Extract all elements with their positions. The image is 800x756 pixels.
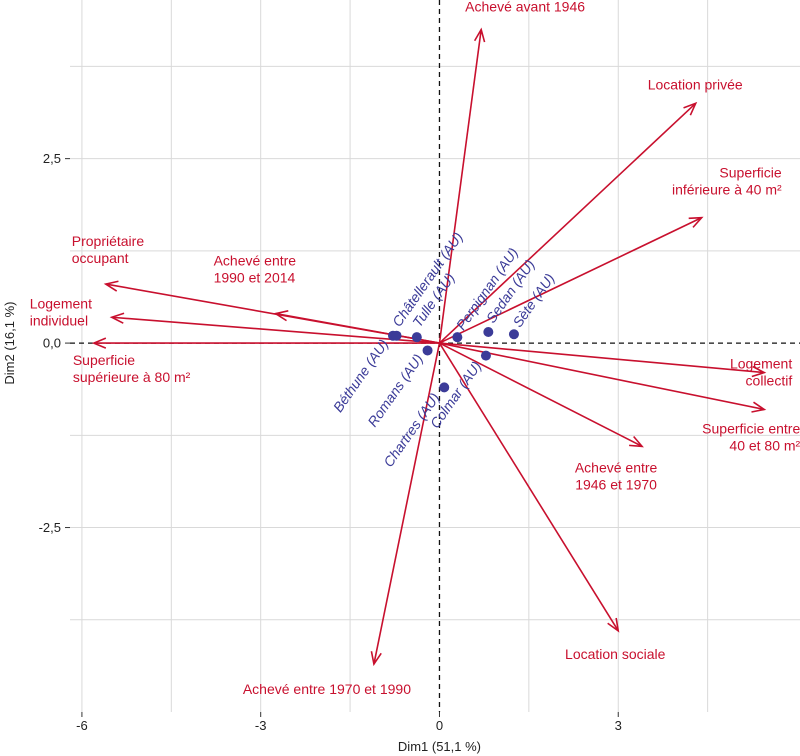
individual-points bbox=[387, 327, 519, 393]
axes: -6 -3 0 3 2,5 0,0 -2,5 bbox=[39, 151, 622, 733]
point-chatellerault-au bbox=[391, 330, 402, 341]
label-line: 1946 et 1970 bbox=[575, 476, 657, 492]
arrowhead-acheve-entre-1990-et-2014 bbox=[273, 309, 289, 322]
point-tulle-au bbox=[411, 332, 422, 343]
arrow-superficie-entre-40-et-80-m bbox=[439, 342, 765, 411]
label-acheve-entre-1990-et-2014: Achevé entre 1990 et 2014 bbox=[214, 253, 297, 286]
arrowhead-logement-collectif bbox=[751, 365, 767, 378]
x-tick-label: 3 bbox=[615, 718, 622, 733]
grid bbox=[70, 0, 800, 712]
x-tick-label: 0 bbox=[436, 718, 443, 733]
variable-arrows bbox=[91, 27, 767, 667]
arrow-acheve-entre-1946-et-1970 bbox=[439, 342, 643, 448]
label-acheve-entre-1946-et-1970: Achevé entre 1946 et 1970 bbox=[575, 459, 658, 492]
label-line: Superficie bbox=[719, 165, 781, 181]
label-line: Superficie entre bbox=[702, 420, 800, 436]
arrowhead-acheve-entre-1946-et-1970 bbox=[629, 435, 644, 448]
arrowhead-acheve-avant-1946 bbox=[473, 27, 486, 43]
label-location-privee: Location privée bbox=[648, 76, 743, 92]
arrow-location-sociale bbox=[438, 342, 619, 632]
arrowhead-superficie-entre-40-et-80-m bbox=[751, 401, 767, 413]
point-chartres-au bbox=[439, 382, 450, 393]
arrowhead-location-sociale bbox=[607, 617, 620, 633]
label-acheve-avant-1946: Achevé avant 1946 bbox=[465, 0, 585, 15]
label-line: Location privée bbox=[648, 76, 743, 92]
variable-labels: Achevé avant 1946 Location privée Superfic… bbox=[30, 0, 800, 697]
label-proprietaire-occupant: Propriétaire occupant bbox=[72, 233, 145, 266]
arrow-logement-individuel bbox=[111, 316, 440, 344]
label-line: collectif bbox=[746, 373, 793, 389]
label-superficie-entre-40-et-80-m: Superficie entre 40 et 80 m² bbox=[702, 420, 800, 453]
point-perpignan-au bbox=[452, 332, 463, 343]
label-location-sociale: Location sociale bbox=[565, 646, 666, 662]
label-logement-individuel: Logement individuel bbox=[30, 295, 92, 328]
label-line: Achevé avant 1946 bbox=[465, 0, 585, 15]
label-logement-collectif: Logement collectif bbox=[730, 356, 792, 389]
label-line: 1990 et 2014 bbox=[214, 270, 296, 286]
arrowhead-superficie-inferieure-a-40-m bbox=[688, 216, 704, 228]
label-line: Achevé entre bbox=[575, 459, 658, 475]
arrow-location-privee bbox=[438, 102, 697, 344]
label-line: inférieure à 40 m² bbox=[672, 182, 782, 198]
label-line: individuel bbox=[30, 312, 88, 328]
label-line: occupant bbox=[72, 250, 129, 266]
label-line: supérieure à 80 m² bbox=[73, 369, 191, 385]
y-tick-label: -2,5 bbox=[39, 520, 61, 535]
point-romans-au bbox=[422, 345, 433, 356]
zero-lines bbox=[70, 0, 800, 712]
arrowhead-proprietaire-occupant bbox=[103, 280, 119, 292]
x-tick-label: -3 bbox=[255, 718, 267, 733]
point-sedan-au bbox=[483, 327, 494, 338]
point-colmar-au bbox=[480, 350, 491, 361]
arrow-superficie-inferieure-a-40-m bbox=[439, 216, 703, 344]
label-line: Logement bbox=[30, 295, 92, 311]
label-line: 40 et 80 m² bbox=[729, 437, 800, 453]
label-line: Achevé entre bbox=[214, 253, 297, 269]
arrow-logement-collectif bbox=[439, 342, 765, 374]
arrow-acheve-entre-1970-et-1990 bbox=[373, 342, 441, 665]
label-line: Location sociale bbox=[565, 646, 666, 662]
arrowhead-acheve-entre-1970-et-1990 bbox=[370, 651, 382, 667]
point-sete-au bbox=[508, 329, 519, 340]
label-superficie-inferieure-a-40-m: Superficie inférieure à 40 m² bbox=[672, 165, 782, 198]
y-tick-label: 0,0 bbox=[43, 336, 61, 351]
x-axis-title: Dim1 (51,1 %) bbox=[398, 739, 481, 754]
label-line: Achevé entre 1970 et 1990 bbox=[243, 681, 411, 697]
arrow-acheve-avant-1946 bbox=[438, 29, 482, 344]
label-superficie-superieure-a-80-m: Superficie supérieure à 80 m² bbox=[73, 352, 191, 385]
label-line: Propriétaire bbox=[72, 233, 145, 249]
arrowhead-logement-individuel bbox=[109, 312, 125, 324]
label-acheve-entre-1970-et-1990: Achevé entre 1970 et 1990 bbox=[243, 681, 411, 697]
label-line: Logement bbox=[730, 356, 792, 372]
y-axis-title: Dim2 (16,1 %) bbox=[2, 302, 17, 385]
y-tick-label: 2,5 bbox=[43, 151, 61, 166]
x-tick-label: -6 bbox=[76, 718, 88, 733]
arrowhead-superficie-superieure-a-80-m bbox=[91, 337, 107, 349]
arrowhead-location-privee bbox=[683, 101, 698, 116]
label-line: Superficie bbox=[73, 352, 135, 368]
